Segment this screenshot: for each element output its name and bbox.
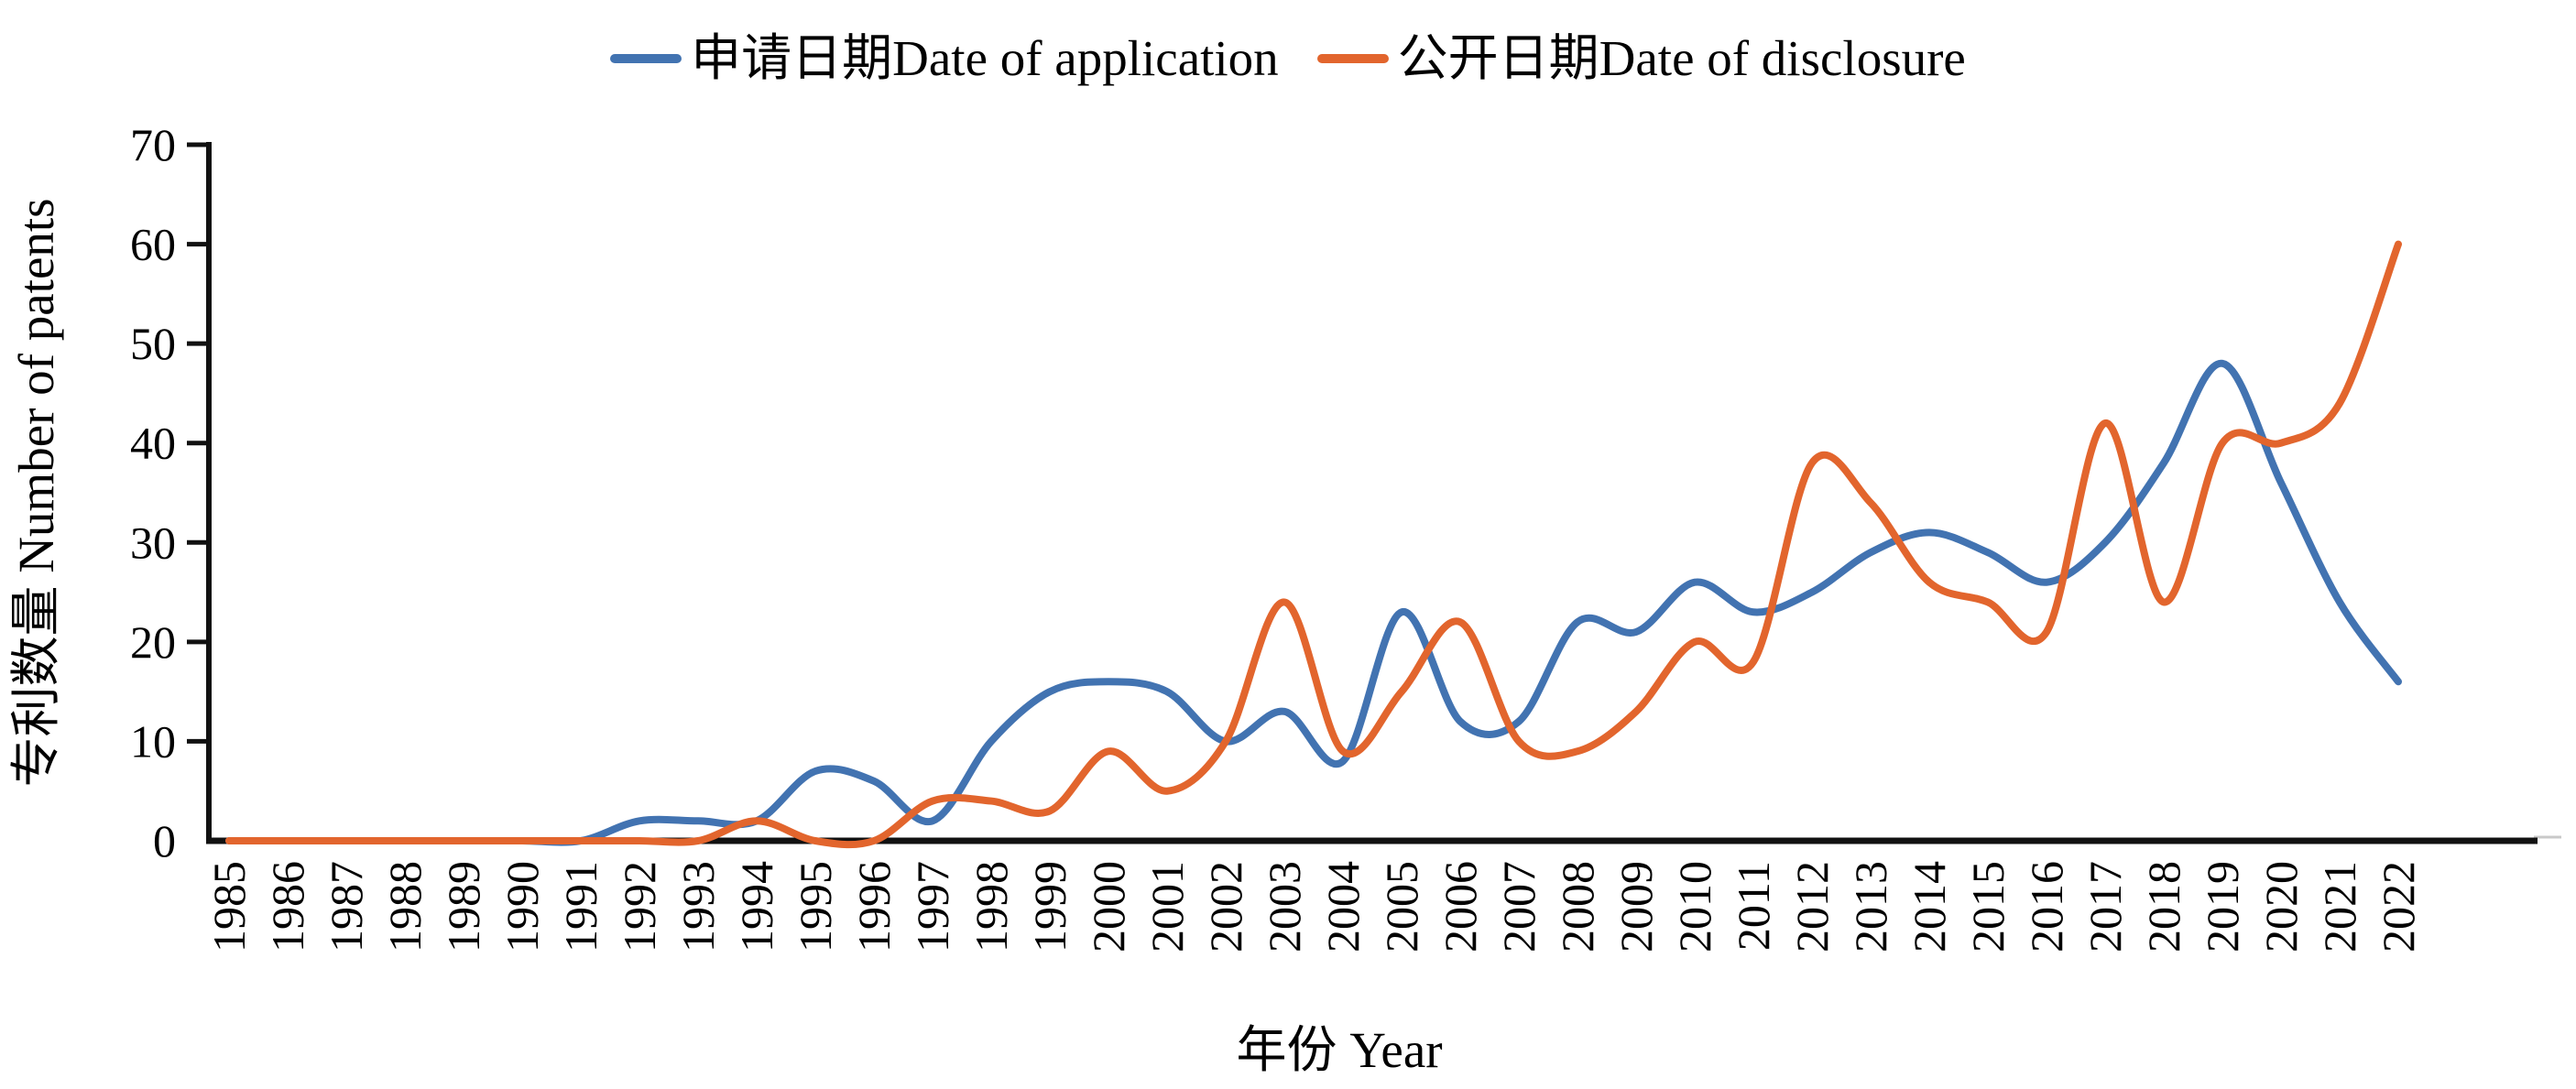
- y-axis-title: 专利数量 Number of patents: [8, 198, 64, 787]
- x-tick-label-2010: 2010: [1669, 861, 1720, 953]
- x-tick-label-1999: 1999: [1024, 861, 1075, 953]
- y-tick-label: 30: [130, 517, 176, 568]
- x-tick-label-2007: 2007: [1493, 861, 1545, 953]
- x-tick-label-1992: 1992: [614, 861, 665, 953]
- x-tick-label-2008: 2008: [1552, 861, 1603, 953]
- x-tick-label-2018: 2018: [2138, 861, 2189, 953]
- x-tick-label-2013: 2013: [1845, 861, 1896, 953]
- y-tick-label: 60: [130, 219, 176, 270]
- x-tick-label-1987: 1987: [321, 861, 372, 953]
- x-tick-label-1985: 1985: [203, 861, 255, 953]
- x-tick-label-2002: 2002: [1200, 861, 1251, 953]
- x-tick-label-1988: 1988: [379, 861, 431, 953]
- x-tick-label-1997: 1997: [907, 861, 958, 953]
- x-tick-label-1990: 1990: [497, 861, 548, 953]
- x-tick-label-2017: 2017: [2079, 861, 2131, 953]
- x-tick-label-2014: 2014: [1904, 861, 1955, 953]
- x-tick-label-2001: 2001: [1141, 861, 1193, 953]
- x-tick-label-1989: 1989: [438, 861, 489, 953]
- x-tick-label-2006: 2006: [1435, 861, 1486, 953]
- x-tick-label-2016: 2016: [2021, 861, 2072, 953]
- x-tick-label-2015: 2015: [1962, 861, 2014, 953]
- x-tick-label-1995: 1995: [790, 861, 841, 953]
- legend-item-disclosure: 公开日期Date of disclosure: [1316, 29, 1966, 87]
- x-tick-label-2022: 2022: [2373, 861, 2424, 953]
- x-axis-title: 年份 Year: [1236, 1022, 1442, 1078]
- x-tick-label-1994: 1994: [731, 861, 782, 953]
- y-tick-label: 20: [130, 616, 176, 668]
- y-tick-label: 0: [153, 815, 176, 866]
- legend-line-swatch-application: [610, 53, 682, 63]
- y-tick-label: 40: [130, 418, 176, 469]
- x-tick-label-2005: 2005: [1376, 861, 1427, 953]
- legend-label-disclosure: 公开日期Date of disclosure: [1397, 30, 1966, 86]
- y-tick-label: 70: [130, 119, 176, 170]
- x-tick-label-2009: 2009: [1610, 861, 1662, 953]
- series-layer: [225, 240, 2402, 849]
- y-tick-label: 50: [130, 318, 176, 369]
- x-tick-label-2020: 2020: [2255, 861, 2307, 953]
- series-line-disclosure: [225, 240, 2402, 849]
- x-tick-label-2011: 2011: [1728, 861, 1779, 951]
- chart-legend: 申请日期Date of application 公开日期Date of disc…: [0, 29, 2576, 87]
- x-tick-label-2000: 2000: [1083, 861, 1134, 953]
- legend-item-application: 申请日期Date of application: [610, 29, 1279, 87]
- x-tick-label-2021: 2021: [2314, 861, 2365, 953]
- x-tick-label-1986: 1986: [262, 861, 313, 953]
- x-tick-label-2019: 2019: [2197, 861, 2248, 953]
- x-tick-label-2003: 2003: [1259, 861, 1310, 953]
- x-tick-label-1996: 1996: [848, 861, 900, 953]
- x-tick-label-2012: 2012: [1786, 861, 1838, 953]
- x-tick-label-1991: 1991: [555, 861, 606, 953]
- x-tick-label-1993: 1993: [672, 861, 724, 953]
- x-tick-label-2004: 2004: [1317, 861, 1369, 953]
- legend-label-application: 申请日期Date of application: [691, 30, 1279, 86]
- y-tick-label: 10: [130, 715, 176, 767]
- series-line-application: [225, 359, 2402, 846]
- legend-line-swatch-disclosure: [1316, 53, 1389, 63]
- x-tick-label-1998: 1998: [966, 861, 1017, 953]
